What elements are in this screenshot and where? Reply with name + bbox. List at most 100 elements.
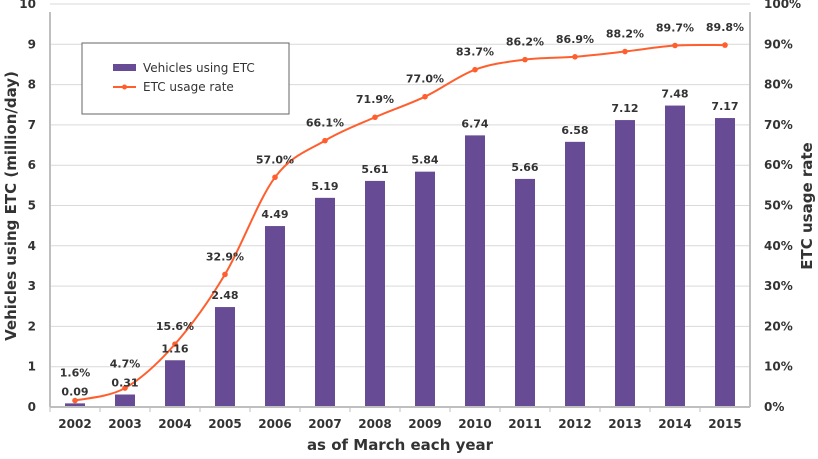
bar-value-label: 4.49 (261, 208, 288, 221)
x-axis-title: as of March each year (307, 436, 494, 454)
bar-value-label: 1.16 (161, 342, 188, 355)
rate-point-2010 (472, 66, 478, 73)
rate-point-2008 (372, 114, 378, 121)
rate-value-label: 15.6% (156, 320, 194, 333)
y-axis-title: Vehicles using ETC (million/day) (2, 71, 20, 341)
y-tick-label: 7 (28, 118, 36, 132)
x-tick-label: 2004 (158, 417, 191, 431)
x-tick-label: 2011 (508, 417, 541, 431)
x-tick-label: 2003 (108, 417, 141, 431)
x-tick-label: 2015 (708, 417, 741, 431)
bar-value-label: 7.12 (611, 102, 638, 115)
y2-tick-label: 0% (764, 400, 784, 414)
rate-value-label: 77.0% (406, 73, 444, 86)
x-tick-label: 2013 (608, 417, 641, 431)
x-tick-label: 2009 (408, 417, 441, 431)
y2-tick-label: 50% (764, 199, 793, 213)
rate-value-label: 4.7% (110, 358, 141, 371)
legend: Vehicles using ETC ETC usage rate (81, 42, 290, 115)
y2-tick-label: 30% (764, 279, 793, 293)
rate-value-label: 32.9% (206, 250, 244, 263)
bar-2002 (65, 403, 85, 407)
rate-value-label: 86.9% (556, 33, 594, 46)
bars (65, 105, 735, 408)
rate-point-2015 (722, 42, 728, 48)
bar-2005 (215, 307, 235, 407)
y2-axis-title: ETC usage rate (798, 142, 816, 269)
y-tick-label: 2 (28, 319, 36, 333)
rate-value-label: 89.7% (656, 22, 694, 35)
rate-value-label: 71.9% (356, 93, 394, 106)
bar-2007 (315, 197, 335, 407)
bar-value-label: 0.31 (111, 377, 138, 390)
bar-value-label: 6.74 (461, 117, 488, 130)
rate-value-label: 83.7% (456, 46, 494, 59)
rate-line (72, 42, 728, 404)
rate-value-label: 57.0% (256, 153, 294, 166)
y-tick-label: 9 (28, 37, 36, 51)
legend-bar-swatch (113, 64, 136, 71)
x-tick-label: 2007 (308, 417, 341, 431)
y-tick-label: 5 (28, 199, 36, 213)
y-tick-label: 1 (28, 360, 36, 374)
bar-value-label: 2.48 (211, 289, 238, 302)
rate-point-2004 (172, 341, 178, 347)
bar-2003 (115, 394, 135, 407)
rate-point-2005 (222, 271, 228, 278)
rate-point-2012 (572, 53, 578, 60)
bar-value-label: 0.09 (61, 385, 88, 398)
x-tick-label: 2014 (658, 417, 691, 431)
axes: 0123456789100%10%20%30%40%50%60%70%80%90… (19, 0, 801, 431)
y2-tick-label: 40% (764, 239, 793, 253)
rate-point-2013 (622, 48, 628, 55)
y-tick-label: 10 (19, 0, 36, 11)
legend-line-label: ETC usage rate (143, 80, 234, 94)
bar-2009 (415, 171, 435, 407)
bar-2006 (265, 226, 285, 407)
rate-value-label: 1.6% (60, 366, 91, 379)
bar-2010 (465, 135, 485, 408)
rate-point-2003 (122, 385, 128, 391)
y2-tick-label: 20% (764, 319, 793, 333)
y2-tick-label: 100% (764, 0, 801, 11)
bar-value-label: 7.48 (661, 88, 688, 101)
y2-tick-label: 80% (764, 78, 793, 92)
x-tick-label: 2005 (208, 417, 241, 431)
x-tick-label: 2002 (58, 417, 91, 431)
bar-2008 (365, 180, 385, 407)
bar-value-label: 5.84 (411, 154, 438, 167)
bar-2011 (515, 178, 535, 407)
bar-2013 (615, 120, 635, 408)
x-tick-label: 2010 (458, 417, 491, 431)
bar-2012 (565, 141, 585, 408)
rate-value-label: 66.1% (306, 117, 344, 130)
legend-bar-label: Vehicles using ETC (143, 61, 255, 75)
bar-2004 (165, 360, 185, 407)
rate-point-2009 (422, 93, 428, 100)
x-tick-label: 2008 (358, 417, 391, 431)
y2-tick-label: 60% (764, 158, 793, 172)
rate-value-label: 89.8% (706, 21, 744, 34)
y-tick-label: 3 (28, 279, 36, 293)
rate-value-label: 86.2% (506, 36, 544, 49)
gridlines (50, 3, 750, 368)
bar-value-label: 6.58 (561, 124, 588, 137)
bar-2015 (715, 118, 735, 407)
y-tick-label: 6 (28, 158, 36, 172)
bar-value-label: 5.61 (361, 163, 388, 176)
y-tick-label: 8 (28, 78, 36, 92)
bar-value-label: 5.19 (311, 180, 338, 193)
x-tick-label: 2006 (258, 417, 291, 431)
rate-point-2014 (672, 42, 678, 49)
rate-point-2006 (272, 174, 278, 181)
rate-point-2007 (322, 137, 328, 144)
y2-tick-label: 10% (764, 360, 793, 374)
rate-value-label: 88.2% (606, 28, 644, 41)
rate-point-2002 (72, 397, 78, 404)
rate-line-path (74, 43, 726, 402)
y2-tick-label: 90% (764, 37, 793, 51)
x-tick-label: 2012 (558, 417, 591, 431)
y-tick-label: 0 (28, 400, 36, 414)
data-labels: 0.09 0.31 1.16 2.48 4.49 5.19 5.61 5.84 6.74 5.66… (60, 21, 744, 398)
